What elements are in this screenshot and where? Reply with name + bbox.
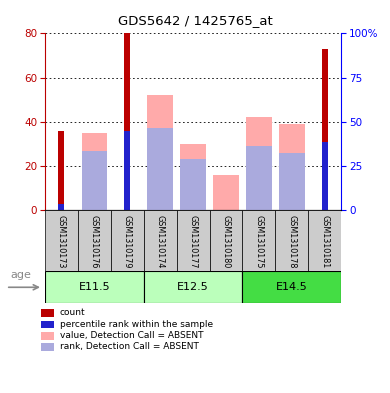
- Bar: [58, 130, 64, 210]
- Bar: [322, 142, 328, 210]
- Bar: [180, 144, 206, 210]
- Text: GSM1310179: GSM1310179: [123, 215, 132, 268]
- Bar: [322, 49, 328, 210]
- Bar: [111, 210, 144, 271]
- Text: age: age: [10, 270, 31, 280]
- Bar: [144, 271, 243, 303]
- Text: E11.5: E11.5: [78, 282, 110, 292]
- Bar: [124, 130, 130, 210]
- Text: GSM1310177: GSM1310177: [188, 215, 198, 268]
- Bar: [209, 210, 243, 271]
- Bar: [279, 153, 305, 210]
- Bar: [41, 321, 54, 328]
- Text: GSM1310173: GSM1310173: [57, 215, 66, 268]
- Bar: [246, 146, 271, 210]
- Text: GSM1310180: GSM1310180: [222, 215, 230, 268]
- Text: count: count: [60, 309, 85, 318]
- Bar: [147, 95, 173, 210]
- Bar: [308, 210, 341, 271]
- Bar: [279, 124, 305, 210]
- Bar: [177, 210, 209, 271]
- Text: E14.5: E14.5: [276, 282, 308, 292]
- Text: rank, Detection Call = ABSENT: rank, Detection Call = ABSENT: [60, 342, 199, 351]
- Bar: [275, 210, 308, 271]
- Bar: [213, 175, 239, 210]
- Bar: [243, 271, 341, 303]
- Bar: [180, 160, 206, 210]
- Bar: [144, 210, 177, 271]
- Text: GDS5642 / 1425765_at: GDS5642 / 1425765_at: [118, 14, 272, 27]
- Bar: [78, 210, 111, 271]
- Text: GSM1310174: GSM1310174: [156, 215, 165, 268]
- Bar: [58, 204, 64, 210]
- Text: E12.5: E12.5: [177, 282, 209, 292]
- Bar: [243, 210, 275, 271]
- Text: GSM1310175: GSM1310175: [254, 215, 263, 268]
- Bar: [246, 118, 271, 210]
- Text: GSM1310181: GSM1310181: [320, 215, 329, 268]
- Bar: [82, 133, 107, 210]
- Bar: [41, 332, 54, 340]
- Bar: [41, 309, 54, 317]
- Text: GSM1310178: GSM1310178: [287, 215, 296, 268]
- Bar: [45, 210, 78, 271]
- Text: GSM1310176: GSM1310176: [90, 215, 99, 268]
- Bar: [147, 129, 173, 210]
- Bar: [82, 151, 107, 210]
- Text: percentile rank within the sample: percentile rank within the sample: [60, 320, 213, 329]
- Bar: [124, 33, 130, 210]
- Bar: [41, 343, 54, 351]
- Bar: [45, 271, 144, 303]
- Text: value, Detection Call = ABSENT: value, Detection Call = ABSENT: [60, 331, 204, 340]
